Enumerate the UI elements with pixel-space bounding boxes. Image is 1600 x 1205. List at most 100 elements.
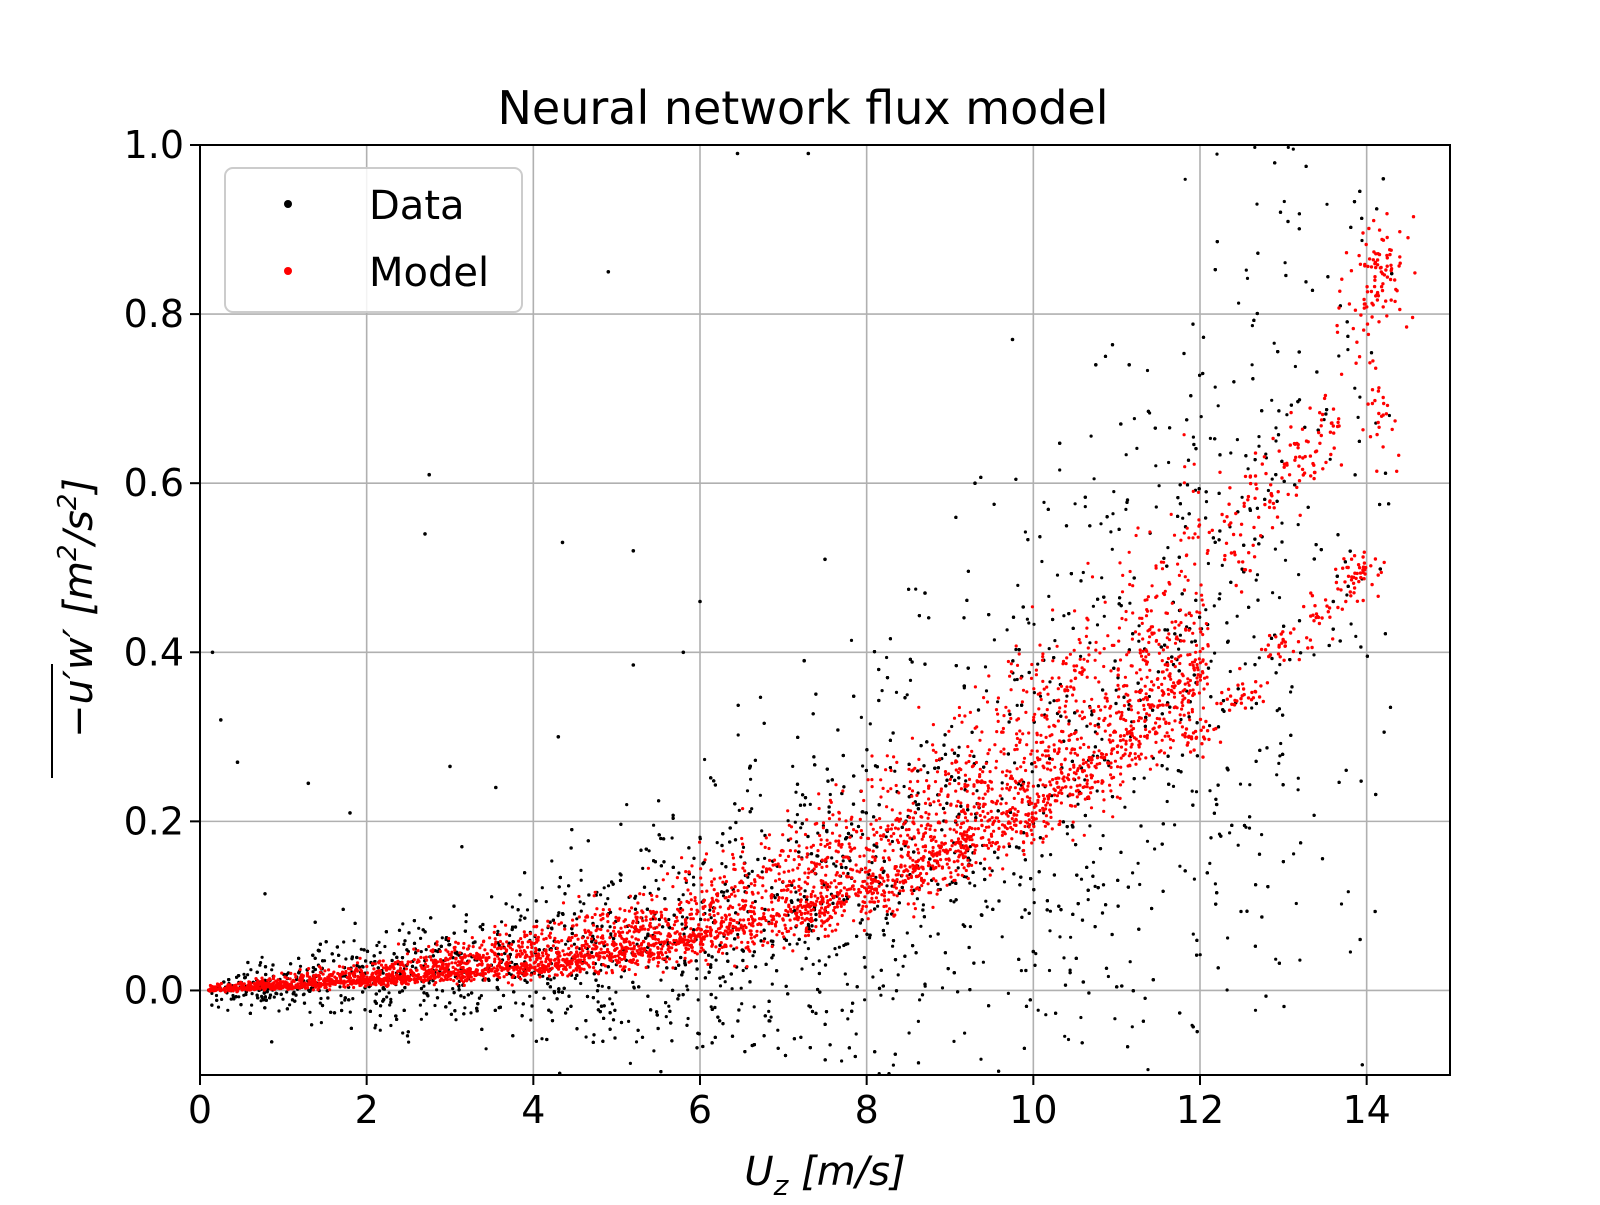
- data-point: [1036, 663, 1039, 666]
- data-point: [1154, 427, 1157, 430]
- data-point: [680, 923, 683, 926]
- data-point: [297, 971, 300, 974]
- data-point: [875, 845, 878, 848]
- data-point: [848, 1046, 851, 1049]
- data-point: [264, 965, 267, 968]
- data-point: [625, 803, 628, 806]
- data-point: [551, 1019, 554, 1022]
- data-point: [1255, 203, 1258, 206]
- data-point: [425, 948, 428, 951]
- data-point: [942, 744, 945, 747]
- data-point: [1013, 761, 1016, 764]
- data-point: [972, 962, 975, 965]
- data-point: [612, 883, 615, 886]
- data-point: [707, 954, 710, 957]
- data-point: [602, 1017, 605, 1020]
- data-point: [1246, 277, 1249, 280]
- data-point: [1188, 715, 1191, 718]
- data-point: [1204, 608, 1207, 611]
- data-point: [517, 908, 520, 911]
- data-point: [811, 1010, 814, 1013]
- data-point: [799, 804, 802, 807]
- model-point: [346, 984, 349, 987]
- data-point: [608, 997, 611, 1000]
- data-point: [771, 983, 774, 986]
- data-point: [883, 860, 886, 863]
- data-point: [923, 591, 927, 595]
- data-point: [794, 791, 797, 794]
- data-point: [1349, 226, 1352, 229]
- data-point: [1255, 579, 1258, 582]
- data-point: [256, 994, 259, 997]
- data-point: [1172, 785, 1175, 788]
- data-point: [917, 1061, 920, 1064]
- data-point: [407, 1030, 410, 1033]
- data-point: [425, 1012, 428, 1015]
- data-point: [1133, 576, 1136, 579]
- data-point: [1328, 644, 1331, 647]
- data-point: [1226, 988, 1229, 991]
- data-point: [467, 993, 470, 996]
- data-point: [1298, 212, 1301, 215]
- data-point: [1375, 207, 1378, 210]
- data-point: [558, 885, 561, 888]
- data-point: [671, 989, 674, 992]
- data-point: [337, 954, 340, 957]
- data-point: [860, 716, 863, 719]
- data-point: [770, 886, 773, 889]
- data-point: [1265, 746, 1268, 749]
- data-point: [1142, 1020, 1145, 1023]
- data-point: [1179, 502, 1182, 505]
- data-point: [861, 764, 864, 767]
- data-point: [389, 998, 392, 1001]
- data-point: [833, 947, 836, 950]
- data-point: [1256, 507, 1259, 510]
- data-point: [731, 987, 734, 990]
- data-point: [672, 814, 675, 817]
- data-point: [256, 971, 259, 974]
- data-point: [763, 929, 766, 932]
- data-point: [1282, 783, 1285, 786]
- data-point: [494, 1009, 497, 1012]
- data-point: [519, 918, 522, 921]
- data-point: [1071, 913, 1074, 916]
- data-point: [314, 957, 317, 960]
- data-point: [952, 1040, 955, 1043]
- data-point: [607, 965, 610, 968]
- data-point: [609, 925, 612, 928]
- data-point: [596, 989, 599, 992]
- data-point: [1214, 386, 1217, 389]
- data-point: [801, 793, 804, 796]
- data-point: [607, 270, 611, 274]
- data-point: [1256, 312, 1259, 315]
- data-point: [1024, 530, 1027, 533]
- data-point: [859, 921, 862, 924]
- data-point: [737, 704, 740, 707]
- data-point: [1258, 656, 1261, 659]
- data-point: [771, 940, 774, 943]
- data-point: [1161, 764, 1164, 767]
- data-point: [1017, 846, 1020, 849]
- data-point: [1242, 544, 1245, 547]
- data-point: [1163, 644, 1166, 647]
- data-point: [1179, 770, 1182, 773]
- data-point: [1275, 671, 1278, 674]
- data-point: [802, 659, 806, 663]
- data-point: [1044, 1013, 1047, 1016]
- data-point: [1048, 969, 1051, 972]
- data-point: [317, 949, 320, 952]
- data-point: [726, 889, 729, 892]
- data-point: [419, 1004, 422, 1007]
- data-point: [956, 990, 959, 993]
- data-point: [776, 893, 779, 896]
- data-point: [1137, 862, 1140, 865]
- data-point: [1215, 803, 1219, 807]
- data-point: [452, 905, 455, 908]
- data-point: [645, 848, 648, 851]
- data-point: [803, 941, 806, 944]
- data-point: [429, 916, 432, 919]
- data-point: [812, 963, 815, 966]
- data-point: [1023, 1047, 1026, 1050]
- data-point: [737, 733, 740, 736]
- data-point: [831, 778, 834, 781]
